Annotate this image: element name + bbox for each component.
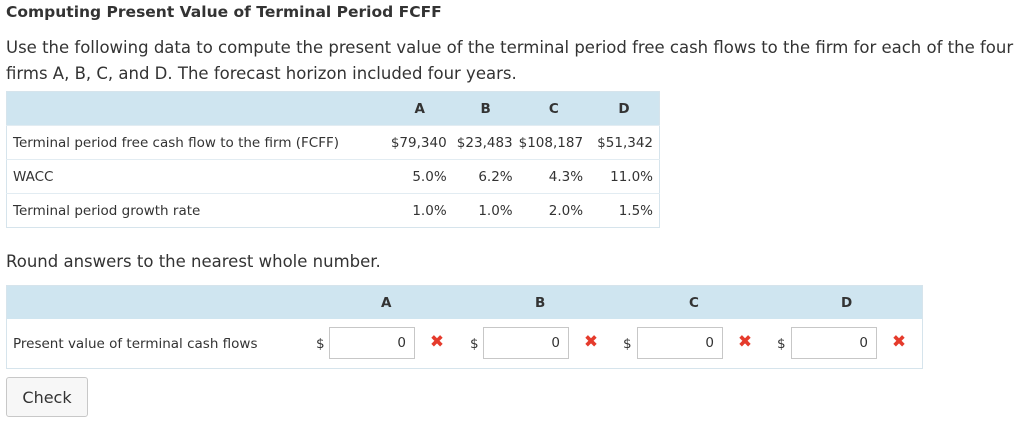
answer-col-header-d: D bbox=[841, 295, 853, 311]
answer-col-header-a: A bbox=[381, 295, 392, 311]
row-label-wacc: WACC bbox=[6, 159, 387, 194]
data-table: A B C D Terminal period free cash flow t… bbox=[6, 91, 660, 228]
wacc-d: 11.0% bbox=[589, 159, 660, 194]
answer-input-a[interactable] bbox=[329, 327, 415, 359]
growth-c: 2.0% bbox=[518, 193, 590, 228]
instructions-text: Use the following data to compute the pr… bbox=[6, 38, 1014, 83]
currency-symbol-d: $ bbox=[777, 336, 786, 352]
growth-d: 1.5% bbox=[589, 193, 660, 228]
answer-col-header-b: B bbox=[535, 295, 546, 311]
answer-table: A B C D Present value of terminal cash f… bbox=[6, 285, 923, 369]
fcff-b: $23,483 bbox=[452, 125, 519, 160]
x-mark-icon: ✖ bbox=[737, 332, 753, 352]
check-button[interactable]: Check bbox=[6, 377, 88, 417]
fcff-c: $108,187 bbox=[518, 125, 590, 160]
answer-input-b[interactable] bbox=[483, 327, 569, 359]
table-row: Terminal period free cash flow to the fi… bbox=[6, 125, 660, 160]
answer-col-header-c: C bbox=[689, 295, 699, 311]
currency-symbol-a: $ bbox=[316, 336, 325, 352]
wacc-b: 6.2% bbox=[452, 159, 519, 194]
table-row: WACC 5.0% 6.2% 4.3% 11.0% bbox=[6, 159, 660, 194]
answer-input-d[interactable] bbox=[791, 327, 877, 359]
answer-row-label: Present value of terminal cash flows bbox=[13, 336, 258, 352]
table-row: Terminal period growth rate 1.0% 1.0% 2.… bbox=[6, 193, 660, 228]
col-header-d: D bbox=[589, 91, 660, 126]
page-title: Computing Present Value of Terminal Peri… bbox=[6, 3, 442, 21]
row-label-fcff: Terminal period free cash flow to the fi… bbox=[6, 125, 387, 160]
wacc-a: 5.0% bbox=[386, 159, 453, 194]
answer-input-c[interactable] bbox=[637, 327, 723, 359]
growth-a: 1.0% bbox=[386, 193, 453, 228]
header-empty bbox=[6, 91, 387, 126]
data-table-header: A B C D bbox=[6, 91, 660, 126]
x-mark-icon: ✖ bbox=[583, 332, 599, 352]
row-label-growth: Terminal period growth rate bbox=[6, 193, 387, 228]
fcff-d: $51,342 bbox=[589, 125, 660, 160]
rounding-instruction: Round answers to the nearest whole numbe… bbox=[6, 252, 381, 271]
fcff-a: $79,340 bbox=[386, 125, 453, 160]
currency-symbol-b: $ bbox=[470, 336, 479, 352]
wacc-c: 4.3% bbox=[518, 159, 590, 194]
col-header-b: B bbox=[452, 91, 519, 126]
answer-table-header: A B C D bbox=[7, 286, 922, 319]
x-mark-icon: ✖ bbox=[891, 332, 907, 352]
growth-b: 1.0% bbox=[452, 193, 519, 228]
x-mark-icon: ✖ bbox=[429, 332, 445, 352]
col-header-c: C bbox=[518, 91, 590, 126]
currency-symbol-c: $ bbox=[623, 336, 632, 352]
col-header-a: A bbox=[386, 91, 453, 126]
